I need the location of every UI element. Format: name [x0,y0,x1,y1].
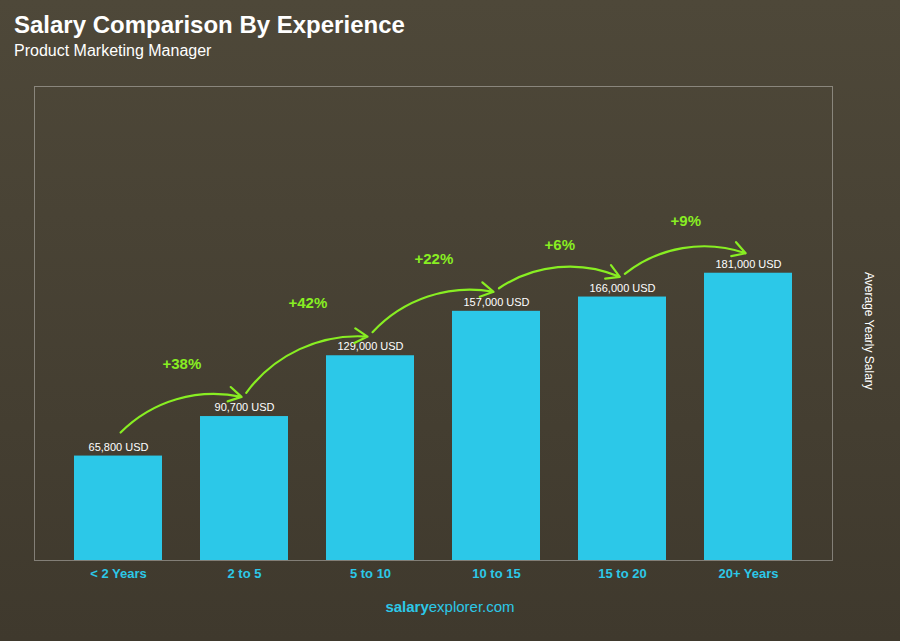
html-text:salary explorer.com: salary explorer.com [385,598,515,615]
svg-text:15 to 20: 15 to 20 [598,566,646,581]
svg-text:+9%: +9% [671,212,701,229]
svg-text:65,800 USD: 65,800 USD [89,441,149,453]
svg-text:+6%: +6% [545,236,575,253]
svg-text:< 2 Years: < 2 Years [90,566,147,581]
svg-text:166,000 USD: 166,000 USD [589,282,655,294]
svg-text:129,000 USD: 129,000 USD [337,340,403,352]
html-text:Product Marketing Manager: Product Marketing Manager [14,42,212,59]
svg-text:181,000 USD: 181,000 USD [715,258,781,270]
svg-text:90,700 USD: 90,700 USD [215,401,275,413]
html-text:Salary Comparison By Experienc: Salary Comparison By Experience [14,11,405,38]
svg-text:10 to 15: 10 to 15 [472,566,520,581]
svg-text:2 to 5: 2 to 5 [228,566,262,581]
html-text:Average Yearly Salary: Average Yearly Salary [862,272,876,390]
svg-text:+42%: +42% [288,294,327,311]
svg-text:+38%: +38% [162,355,201,372]
svg-text:5 to 10: 5 to 10 [350,566,391,581]
svg-text:+22%: +22% [414,250,453,267]
svg-text:20+ Years: 20+ Years [718,566,778,581]
svg-text:157,000 USD: 157,000 USD [463,296,529,308]
